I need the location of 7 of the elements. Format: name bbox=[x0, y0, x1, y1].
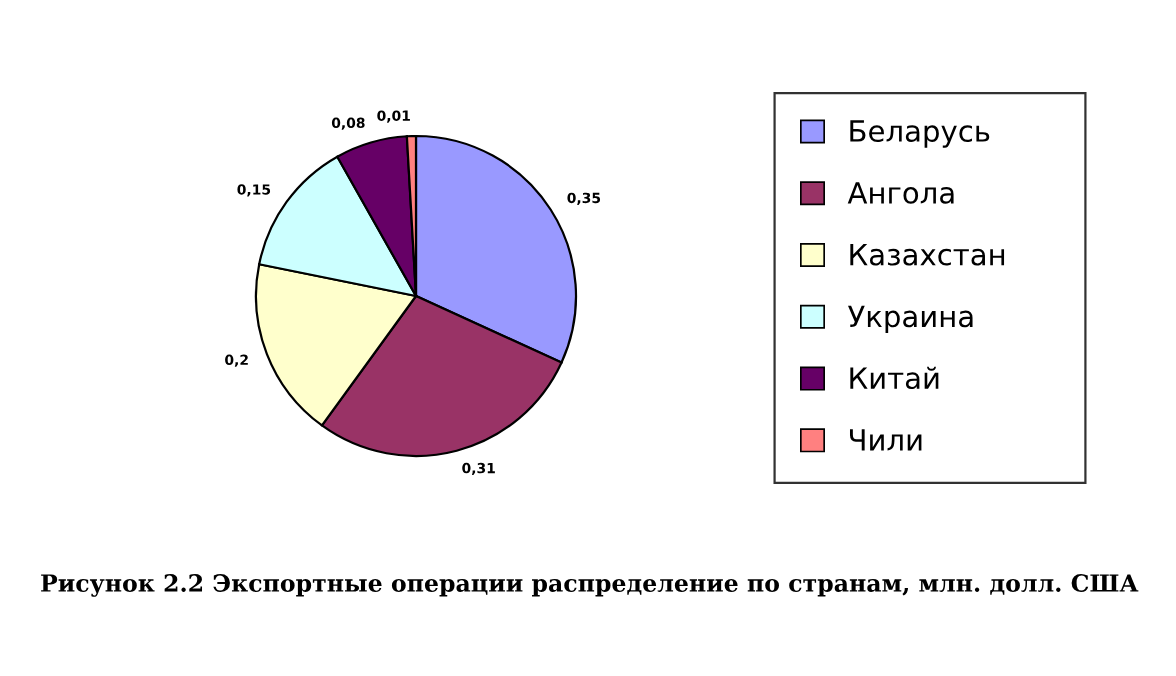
legend-label: Чили bbox=[849, 429, 922, 451]
text: Рисунок 2.2 Экспортные операции распределение по странам, млн. долл. США bbox=[41, 574, 1139, 597]
legend-label: Казахстан bbox=[850, 243, 1005, 266]
legend-label: Китай bbox=[850, 366, 939, 390]
legend-label: Ангола bbox=[847, 182, 954, 204]
legend-label: Украина bbox=[848, 305, 973, 333]
legend-label: Беларусь bbox=[850, 120, 990, 148]
